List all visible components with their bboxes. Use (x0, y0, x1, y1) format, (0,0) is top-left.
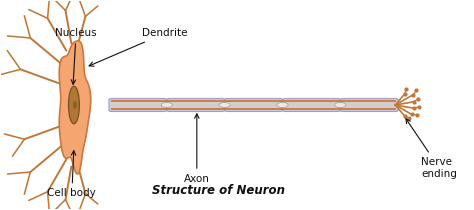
Text: Nucleus: Nucleus (55, 28, 97, 84)
Circle shape (277, 102, 288, 108)
FancyBboxPatch shape (109, 98, 167, 112)
Text: Axon: Axon (184, 114, 210, 184)
Circle shape (161, 102, 173, 108)
Text: Structure of Neuron: Structure of Neuron (152, 184, 284, 197)
FancyBboxPatch shape (340, 98, 398, 112)
FancyBboxPatch shape (225, 98, 283, 112)
Text: Nerve
ending: Nerve ending (406, 119, 457, 179)
Text: Dendrite: Dendrite (89, 28, 188, 66)
Text: Cell body: Cell body (47, 151, 96, 198)
FancyBboxPatch shape (170, 101, 222, 109)
FancyBboxPatch shape (112, 101, 164, 109)
FancyBboxPatch shape (228, 101, 280, 109)
Ellipse shape (69, 86, 79, 124)
FancyBboxPatch shape (343, 101, 395, 109)
FancyBboxPatch shape (285, 101, 337, 109)
Ellipse shape (73, 101, 77, 109)
Circle shape (335, 102, 346, 108)
Circle shape (219, 102, 230, 108)
Polygon shape (59, 41, 91, 174)
FancyBboxPatch shape (283, 98, 340, 112)
FancyBboxPatch shape (167, 98, 225, 112)
